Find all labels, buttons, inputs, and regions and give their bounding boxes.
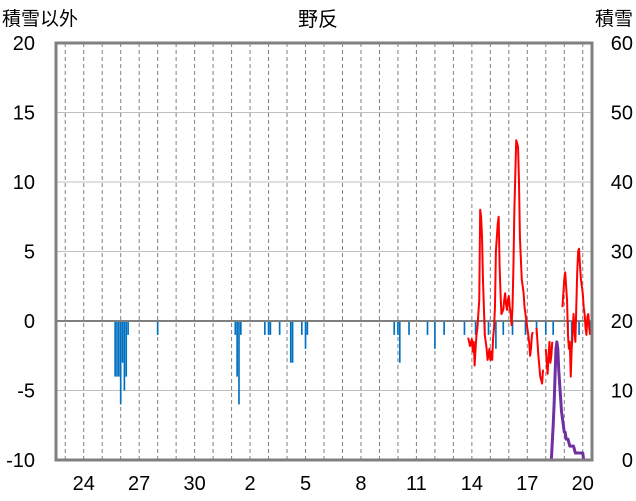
plot-frame [54, 41, 594, 462]
bar [236, 321, 238, 377]
x-tick-label: 17 [516, 473, 538, 495]
bar [443, 321, 445, 335]
y-left-axis-title: 積雪以外 [2, 8, 78, 30]
bar [121, 321, 124, 363]
bar [426, 321, 429, 335]
y-right-tick-label: 0 [622, 450, 633, 472]
x-tick-label: 2 [245, 473, 256, 495]
bar [393, 321, 396, 335]
snow-depth-line [462, 340, 592, 462]
y-left-tick-label: 20 [13, 33, 35, 55]
bar [278, 321, 281, 335]
y-right-tick-label: 50 [611, 103, 633, 125]
bar [495, 321, 497, 349]
bar [238, 321, 240, 405]
chart-title: 野反 [298, 7, 338, 31]
bar-series [114, 321, 591, 405]
bar [239, 321, 242, 335]
y-left-tick-labels: 20 15 10 5 0 -5 -10 [6, 33, 35, 472]
bar [264, 321, 266, 335]
bar [397, 321, 399, 335]
x-tick-label: 14 [461, 473, 483, 495]
temperature-line [535, 327, 545, 385]
bar [398, 321, 401, 363]
x-tick-label: 20 [572, 473, 594, 495]
y-left-tick-label: 10 [13, 172, 35, 194]
x-tick-label: 11 [406, 473, 427, 495]
bar [289, 321, 292, 363]
bar [114, 321, 116, 377]
bar [234, 321, 237, 335]
bar [304, 321, 307, 349]
bar [463, 321, 466, 335]
bar [434, 321, 436, 349]
bar [156, 321, 159, 335]
bar [487, 321, 490, 335]
bar [123, 321, 126, 391]
bar [127, 321, 129, 335]
bar [474, 321, 477, 335]
bar [544, 321, 547, 335]
bar [578, 321, 580, 335]
temperature-line [544, 340, 554, 375]
x-tick-label: 8 [355, 473, 366, 495]
bar [300, 321, 303, 335]
y-left-tick-label: 5 [24, 242, 35, 264]
y-left-tick-label: 0 [24, 311, 35, 333]
bar [267, 321, 270, 335]
x-tick-label: 30 [183, 473, 205, 495]
y-right-tick-label: 20 [611, 311, 633, 333]
bar [306, 321, 309, 335]
temperature-series [467, 139, 592, 385]
bar [524, 321, 527, 335]
y-right-tick-labels: 60 50 40 30 20 10 0 [611, 33, 633, 472]
x-tick-label: 5 [300, 473, 311, 495]
x-tick-label: 24 [73, 473, 95, 495]
y-left-tick-label: 15 [13, 103, 35, 125]
bar [125, 321, 128, 377]
bar [118, 321, 120, 377]
bar [269, 321, 272, 335]
temperature-line [467, 139, 534, 367]
bar [119, 321, 122, 405]
y-right-tick-label: 60 [611, 33, 633, 55]
y-right-tick-label: 30 [611, 242, 633, 264]
y-left-tick-label: -5 [17, 381, 35, 403]
y-right-tick-label: 40 [611, 172, 633, 194]
bar [408, 321, 410, 335]
bar [552, 321, 555, 335]
x-tick-label: 27 [128, 473, 150, 495]
temperature-line [561, 247, 592, 378]
vertical-gridlines [56, 43, 592, 460]
y-right-axis-title: 積雪 [595, 8, 633, 30]
y-left-tick-label: -10 [6, 450, 35, 472]
bar [116, 321, 118, 377]
x-tick-labels: 24 27 30 2 5 8 11 14 17 20 [73, 473, 594, 495]
bar [511, 321, 514, 335]
bar [291, 321, 294, 363]
y-right-tick-label: 10 [611, 381, 633, 403]
bar [502, 321, 505, 335]
